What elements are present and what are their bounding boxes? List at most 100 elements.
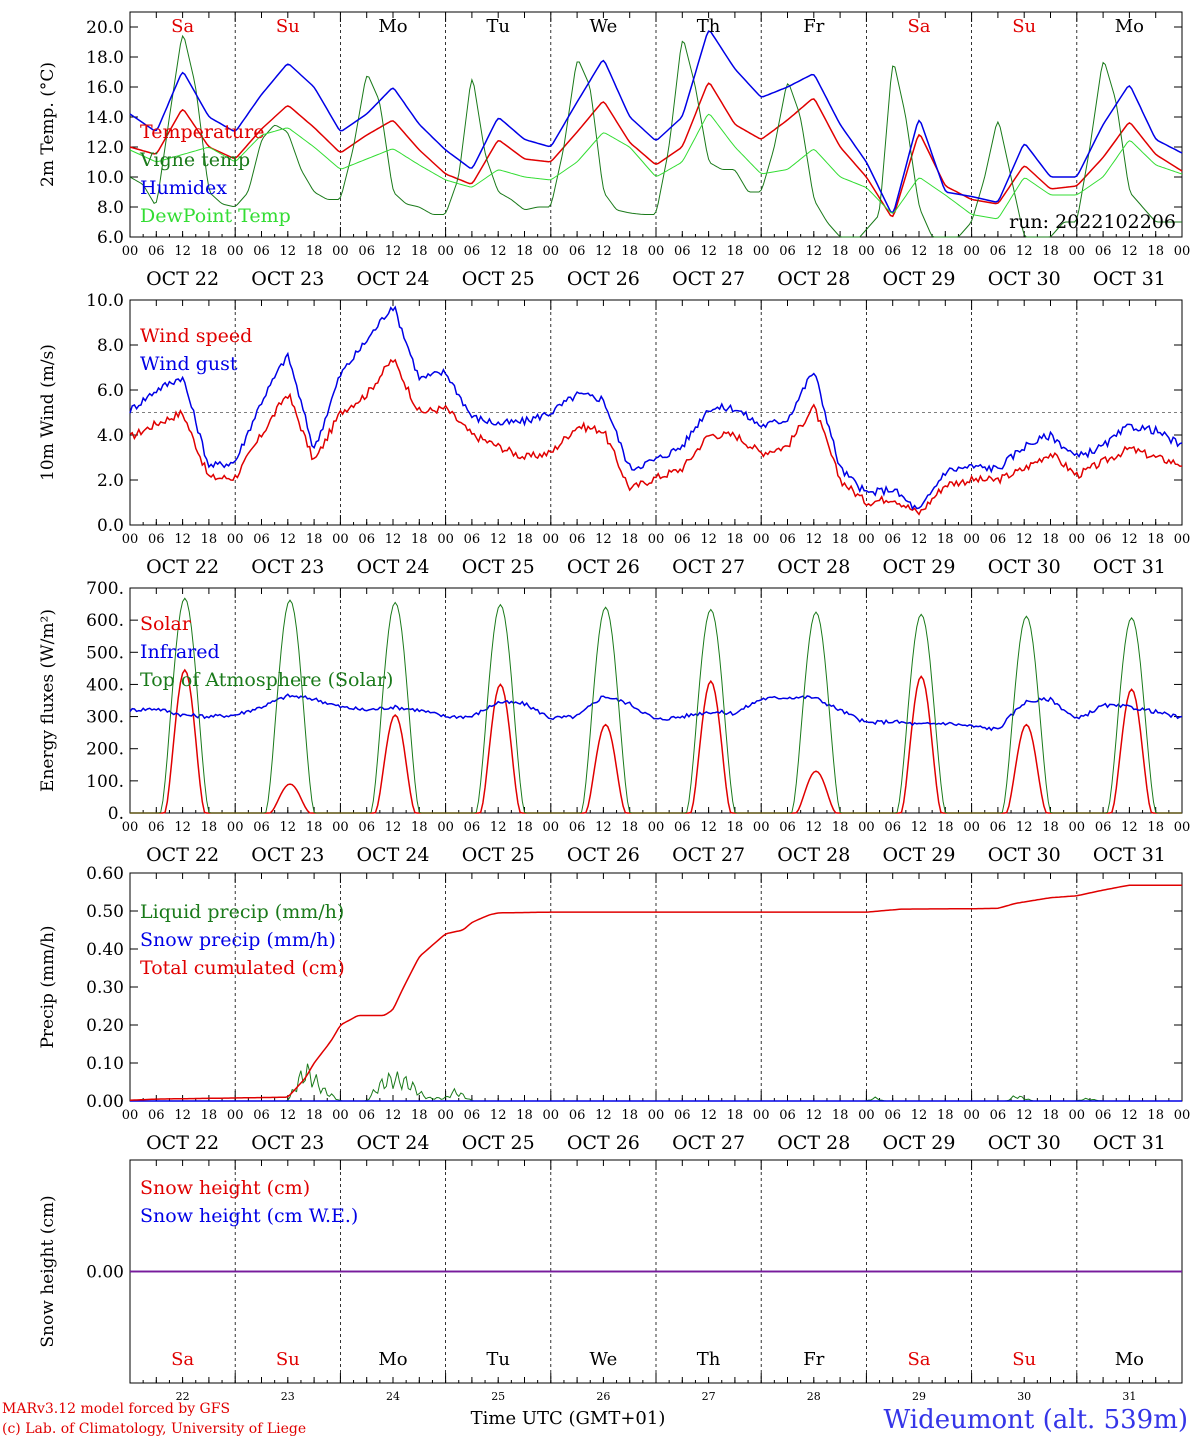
x-hour-label: 00 [543, 532, 560, 547]
x-hour-label: 18 [621, 244, 638, 259]
x-hour-label: 12 [595, 820, 612, 835]
y-tick-label: 0.60 [86, 864, 124, 884]
panel-precip: 0.00 0.10 0.20 0.30 0.40 0.50 0.60 Precip (mm/h… [38, 864, 1190, 1154]
x-hour-label: 18 [1147, 1108, 1164, 1123]
x-hour-label: 00 [963, 820, 980, 835]
day-name-label: Mo [1115, 1349, 1144, 1370]
x-hour-label: 06 [464, 244, 481, 259]
day-name-label: Su [1012, 1349, 1036, 1370]
x-hour-label: 06 [990, 244, 1007, 259]
x-hour-label: 06 [253, 820, 270, 835]
x-date-label: OCT 28 [777, 844, 850, 866]
x-hour-label: 06 [884, 244, 901, 259]
x-date-label: OCT 28 [777, 1132, 850, 1154]
day-number-label: 28 [807, 1390, 821, 1403]
y-tick-label: 0.40 [86, 940, 124, 960]
x-hour-label: 00 [332, 532, 349, 547]
x-hour-label: 06 [148, 244, 165, 259]
x-date-label: OCT 30 [988, 268, 1061, 290]
y-tick-label: 0.00 [86, 1263, 124, 1283]
series-line-wind-speed [129, 358, 1182, 516]
day-number-label: 25 [491, 1390, 505, 1403]
day-name-label: Mo [378, 1349, 407, 1370]
x-hour-label: 18 [411, 820, 428, 835]
x-date-label: OCT 27 [672, 844, 745, 866]
x-hour-label: 12 [490, 532, 507, 547]
x-hour-label: 06 [464, 1108, 481, 1123]
day-name-label: Fr [803, 1349, 824, 1370]
x-hour-label: 18 [201, 820, 218, 835]
x-hour-label: 12 [490, 820, 507, 835]
x-hour-label: 18 [832, 532, 849, 547]
y-tick-label: 600. [86, 611, 124, 631]
x-hour-label: 00 [227, 820, 244, 835]
x-date-label: OCT 24 [356, 844, 429, 866]
day-name-label: We [590, 16, 618, 37]
x-hour-label: 00 [1174, 820, 1191, 835]
day-number-label: 29 [912, 1390, 926, 1403]
x-hour-label: 18 [1147, 244, 1164, 259]
x-hour-label: 12 [1016, 820, 1033, 835]
x-date-label: OCT 26 [567, 1132, 640, 1154]
x-hour-label: 18 [937, 820, 954, 835]
legend-entry: Total cumulated (cm) [140, 957, 345, 979]
x-hour-label: 06 [990, 1108, 1007, 1123]
x-hour-label: 06 [779, 532, 796, 547]
x-hour-label: 12 [700, 532, 717, 547]
y-tick-label: 200. [86, 740, 124, 760]
x-hour-label: 06 [253, 532, 270, 547]
x-hour-label: 00 [1069, 1108, 1086, 1123]
y-axis-label: Energy fluxes (W/m²) [38, 609, 58, 792]
x-date-label: OCT 24 [356, 1132, 429, 1154]
x-hour-label: 12 [1121, 1108, 1138, 1123]
x-hour-label: 06 [779, 244, 796, 259]
day-number-label: 22 [176, 1390, 190, 1403]
x-hour-label: 06 [674, 244, 691, 259]
x-hour-label: 00 [1069, 532, 1086, 547]
day-number-label: 23 [281, 1390, 295, 1403]
x-hour-label: 00 [122, 532, 139, 547]
x-hour-label: 00 [227, 1108, 244, 1123]
series-group [129, 30, 1183, 238]
x-hour-label: 12 [1121, 244, 1138, 259]
x-hour-label: 18 [516, 1108, 533, 1123]
x-hour-label: 12 [595, 244, 612, 259]
x-hour-label: 06 [990, 820, 1007, 835]
x-date-label: OCT 22 [146, 268, 219, 290]
x-date-label: OCT 26 [567, 556, 640, 578]
day-name-label: We [590, 1349, 618, 1370]
x-hour-label: 06 [148, 532, 165, 547]
meteogram-panels: 6.0 8.0 10.0 12.0 14.0 16.0 18.0 20.0 2m Temp. (… [38, 11, 1191, 1403]
day-number-label: 30 [1017, 1390, 1031, 1403]
credit-line-2: (c) Lab. of Climatology, University of L… [2, 1421, 306, 1437]
x-hour-label: 06 [148, 820, 165, 835]
x-hour-label: 00 [122, 1108, 139, 1123]
legend-entry: Top of Atmosphere (Solar) [140, 669, 393, 691]
plot-frame [129, 11, 1183, 238]
x-hour-label: 18 [727, 532, 744, 547]
footer: MARv3.12 model forced by GFS (c) Lab. of… [2, 1401, 1188, 1437]
x-date-label: OCT 29 [882, 1132, 955, 1154]
x-date-label: OCT 29 [882, 268, 955, 290]
legend-entry: Wind gust [140, 353, 238, 375]
legend-entry: Solar [140, 613, 192, 635]
legend-entry: Snow precip (mm/h) [140, 929, 336, 951]
x-hour-label: 12 [911, 532, 928, 547]
x-hour-label: 00 [963, 1108, 980, 1123]
y-tick-label: 700. [86, 579, 124, 599]
y-tick-label: 20.0 [86, 18, 124, 38]
x-hour-label: 06 [253, 1108, 270, 1123]
x-hour-label: 06 [884, 820, 901, 835]
x-hour-label: 12 [385, 1108, 402, 1123]
y-tick-label: 0.0 [97, 516, 124, 536]
x-date-label: OCT 28 [777, 268, 850, 290]
x-hour-label: 00 [122, 820, 139, 835]
x-hour-label: 12 [911, 1108, 928, 1123]
x-hour-label: 00 [543, 820, 560, 835]
day-name-label: Tu [486, 1349, 510, 1370]
x-hour-label: 12 [595, 532, 612, 547]
x-hour-label: 18 [1042, 820, 1059, 835]
day-name-label: Mo [378, 16, 407, 37]
x-hour-label: 18 [201, 244, 218, 259]
legend-entry: Wind speed [140, 325, 252, 347]
